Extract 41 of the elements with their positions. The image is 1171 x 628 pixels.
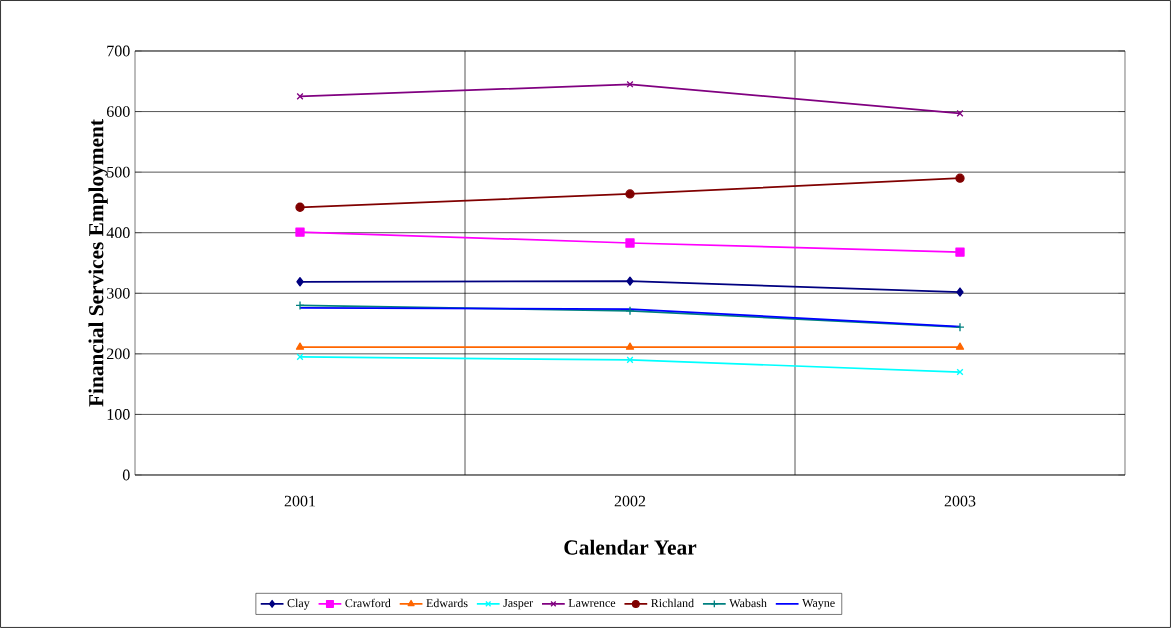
point (295, 300, 305, 311)
legend-label: Wayne (802, 598, 835, 610)
point (626, 356, 634, 364)
y-tick-label: 300 (107, 287, 130, 299)
point (626, 276, 634, 286)
point (296, 353, 304, 361)
point (625, 342, 635, 350)
point (625, 189, 635, 199)
x-axis-title: Calendar Year (564, 539, 697, 555)
x-tick-label: 2002 (614, 495, 646, 507)
point (295, 342, 305, 350)
y-tick-label: 600 (106, 106, 130, 117)
point (625, 238, 635, 248)
point (296, 277, 304, 287)
point (955, 247, 965, 257)
point (295, 202, 305, 212)
point (955, 322, 965, 332)
point (296, 92, 304, 100)
legend-label: Wabash (729, 598, 767, 608)
legend-label: Clay (287, 598, 310, 610)
legend-label: Edwards (426, 598, 468, 608)
point (955, 173, 965, 183)
point (956, 287, 964, 297)
y-tick-label: 400 (106, 227, 130, 239)
x-tick-label: 2003 (944, 495, 976, 507)
legend-label: Richland (651, 598, 694, 608)
point (625, 306, 635, 316)
y-tick-label: 0 (122, 469, 130, 481)
legend-label: Crawford (345, 598, 391, 608)
point (295, 227, 305, 237)
y-axis-title: Financial Services Employment (88, 119, 108, 407)
y-tick-label: 500 (107, 166, 130, 178)
x-tick-label: 2001 (284, 495, 316, 507)
point (626, 80, 634, 88)
y-tick-label: 200 (107, 348, 130, 360)
y-tick-label: 700 (107, 45, 130, 57)
point (955, 342, 965, 350)
point (956, 109, 964, 117)
legend-label: Jasper (503, 598, 534, 610)
legend-label: Lawrence (568, 598, 616, 607)
y-tick-label: 100 (107, 409, 130, 420)
